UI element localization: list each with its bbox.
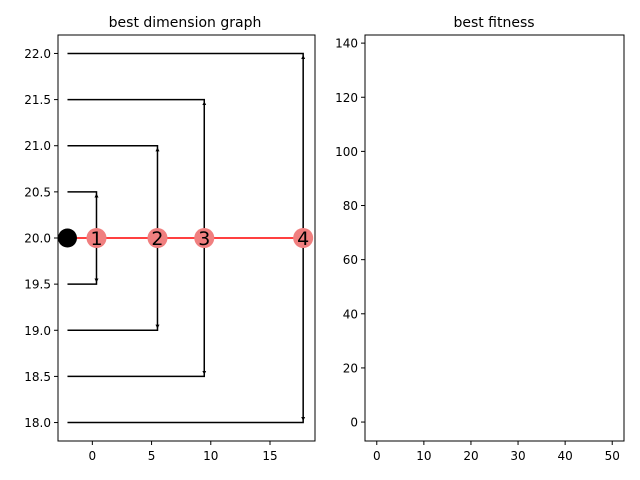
y-tick-label: 19.5 [24, 278, 51, 292]
dimension-graph-axes: 0 5 10 1518.018.519.019.520.020.521.021.522… [24, 47, 277, 463]
graph-node [147, 228, 168, 248]
y-tick-label: 19.0 [24, 324, 51, 338]
node-label: 1 [90, 228, 102, 250]
root-node [57, 228, 77, 248]
y-tick-label: 40 [343, 307, 358, 321]
y-tick-label: 20.0 [24, 232, 51, 246]
y-tick-label: 140 [335, 37, 358, 51]
x-tick-label: 40 [557, 449, 572, 463]
dimension-graph-panel: best dimension graph 1 2 3 4 0 5 10 15 18.0 18.5… [24, 15, 316, 463]
y-tick-label: 100 [335, 145, 358, 159]
x-tick-label: 0 [373, 449, 381, 463]
y-tick-label: 0 [350, 416, 358, 430]
y-tick-label: 20.5 [24, 185, 51, 199]
node-label: 2 [151, 228, 163, 250]
fitness-frame [364, 34, 625, 442]
x-tick-label: 0 [89, 449, 97, 463]
y-tick-label: 18.0 [24, 416, 51, 430]
y-tick-label: 60 [343, 253, 358, 267]
y-tick-label: 21.0 [24, 139, 51, 153]
y-tick-label: 22.0 [24, 47, 51, 61]
dimension-graph-title: best dimension graph [109, 15, 262, 31]
graph-node [293, 228, 314, 248]
y-tick-label: 20 [343, 361, 358, 375]
x-tick-label: 15 [262, 449, 277, 463]
x-tick-label: 50 [605, 449, 620, 463]
fitness-axes: 0 10 20 30 40 50 0 20 40 60 80 100 120 140 [335, 37, 620, 463]
fitness-panel: best fitness 0 10 20 30 40 50 0 20 40 60 80 100 120 1… [335, 15, 625, 463]
y-tick-label: 21.5 [24, 93, 51, 107]
node-label: 4 [297, 228, 309, 250]
y-tick-label: 80 [343, 199, 358, 213]
x-tick-label: 10 [416, 449, 431, 463]
graph-node [194, 228, 215, 248]
x-tick-label: 30 [510, 449, 525, 463]
y-tick-label: 18.5 [24, 370, 51, 384]
fitness-title: best fitness [453, 15, 534, 31]
x-tick-label: 5 [148, 449, 156, 463]
graph-node [86, 228, 107, 248]
dimension-graph-plot: 1 2 3 4 [57, 52, 314, 424]
y-tick-label: 120 [335, 91, 358, 105]
x-tick-label: 20 [463, 449, 478, 463]
x-tick-label: 10 [203, 449, 218, 463]
node-label: 3 [198, 228, 210, 250]
